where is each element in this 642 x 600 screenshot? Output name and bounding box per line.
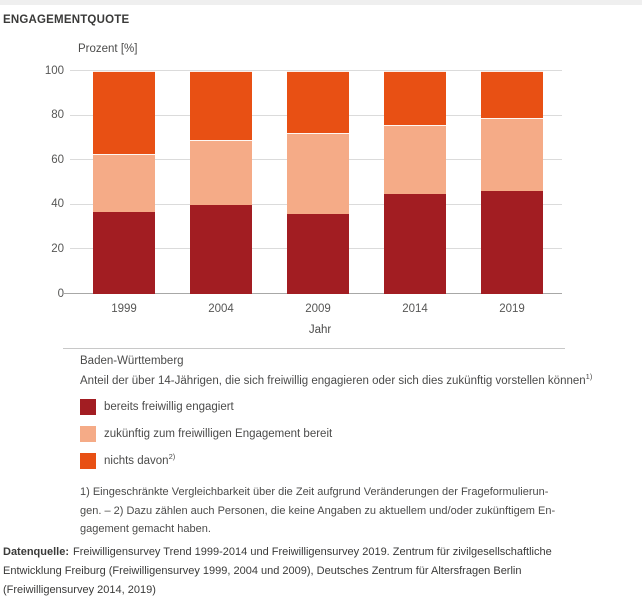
y-axis-title: Prozent [%] bbox=[78, 43, 138, 55]
bar-segment bbox=[287, 71, 349, 134]
bar-segment bbox=[190, 71, 252, 141]
legend-label: bereits freiwillig engagiert bbox=[104, 401, 234, 413]
bar-segment bbox=[287, 133, 349, 214]
bar-segment bbox=[93, 153, 155, 212]
y-tick-label: 0 bbox=[57, 287, 64, 300]
legend: bereits freiwillig engagiert zukünftig z… bbox=[80, 399, 332, 480]
legend-item-engaged: bereits freiwillig engagiert bbox=[80, 399, 332, 415]
x-tick-label: 2019 bbox=[499, 303, 525, 315]
legend-label-text: nichts davon bbox=[104, 455, 169, 467]
x-tick-label: 2009 bbox=[305, 303, 331, 315]
footnote-line: gen. – 2) Dazu zählen auch Personen, die… bbox=[80, 504, 556, 517]
y-tick-label: 60 bbox=[51, 153, 64, 166]
bar-segment bbox=[481, 117, 543, 192]
y-tick-label: 80 bbox=[51, 108, 64, 121]
bar-segment bbox=[93, 71, 155, 154]
chart-title: ENGAGEMENTQUOTE bbox=[3, 14, 130, 26]
region-label: Baden-Württemberg bbox=[80, 355, 184, 367]
x-tick-label: 2014 bbox=[402, 303, 428, 315]
datasource-text: Freiwilligensurvey Trend 1999-2014 und F… bbox=[73, 546, 552, 558]
bar-segment bbox=[190, 204, 252, 294]
legend-swatch bbox=[80, 426, 96, 442]
bar-segment bbox=[384, 124, 446, 194]
footnote-line: gagement gemacht haben. bbox=[80, 523, 211, 535]
subtitle-footnote-marker: 1) bbox=[585, 372, 593, 382]
datasource-line: Datenquelle: Freiwilligensurvey Trend 199… bbox=[3, 543, 623, 562]
legend-swatch bbox=[80, 453, 96, 469]
bar-segment bbox=[481, 191, 543, 294]
footnote-line: 1) Eingeschränkte Vergleichbarkeit über … bbox=[80, 486, 549, 498]
x-tick-label: 1999 bbox=[111, 303, 137, 315]
datasource-line: Entwicklung Freiburg (Freiwilligensurvey… bbox=[3, 565, 522, 577]
legend-item-willing: zukünftig zum freiwilligen Engagement be… bbox=[80, 426, 332, 442]
y-tick-label: 100 bbox=[44, 64, 64, 77]
gridline bbox=[70, 70, 562, 71]
chart-subtitle: Anteil der über 14-Jährigen, die sich fr… bbox=[80, 372, 630, 387]
bar-segment bbox=[384, 193, 446, 294]
bar-segment bbox=[190, 140, 252, 205]
y-tick-label: 20 bbox=[51, 242, 64, 255]
datasource-line: (Freiwilligensurvey 2014, 2019) bbox=[3, 584, 156, 596]
bar-segment bbox=[287, 213, 349, 294]
page-top-strip bbox=[0, 0, 642, 5]
stacked-bar-chart: 0 20 40 60 80 100 1999 2004 2009 2014 2019 bbox=[45, 65, 562, 315]
bar-segment bbox=[384, 71, 446, 125]
x-axis-title: Jahr bbox=[308, 324, 332, 336]
legend-swatch bbox=[80, 399, 96, 415]
legend-label: nichts davon2) bbox=[104, 453, 175, 469]
chart-subtitle-text: Anteil der über 14-Jährigen, die sich fr… bbox=[80, 375, 586, 387]
bar-segment bbox=[481, 71, 543, 118]
footnotes: 1) Eingeschränkte Vergleichbarkeit über … bbox=[80, 483, 620, 539]
section-divider bbox=[63, 348, 565, 349]
legend-footnote-marker: 2) bbox=[168, 452, 176, 462]
legend-label: zukünftig zum freiwilligen Engagement be… bbox=[104, 428, 333, 440]
datasource: Datenquelle: Freiwilligensurvey Trend 199… bbox=[3, 543, 623, 600]
x-tick-label: 2004 bbox=[208, 303, 234, 315]
datasource-label: Datenquelle: bbox=[3, 546, 70, 558]
bar-segment bbox=[93, 211, 155, 294]
legend-item-none: nichts davon2) bbox=[80, 453, 332, 469]
y-tick-label: 40 bbox=[51, 198, 64, 211]
